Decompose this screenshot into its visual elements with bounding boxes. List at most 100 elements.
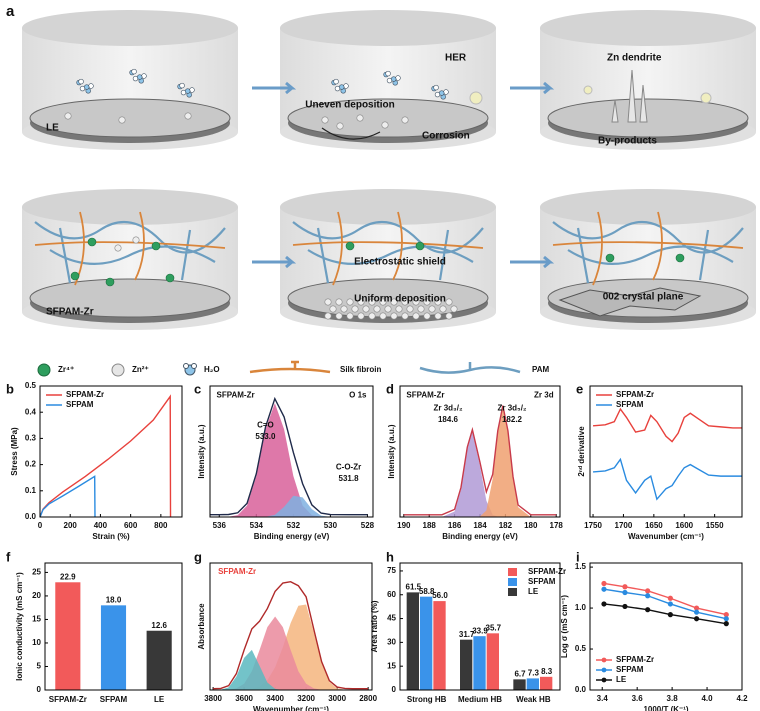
bubble (583, 85, 593, 95)
x-tick-label: 4.2 (736, 694, 748, 703)
peak-area (403, 431, 557, 517)
water (137, 74, 143, 80)
panel-label: a (6, 3, 15, 20)
arrow (510, 255, 555, 269)
x-tick-label: 1650 (645, 521, 663, 530)
marker (693, 605, 700, 611)
value-label: 12.6 (151, 621, 167, 630)
legend-label: H₂O (204, 365, 220, 374)
peak-area (210, 495, 368, 517)
arrow (252, 255, 297, 269)
x-tick-label: 178 (550, 521, 564, 530)
legend-label: SFPAM-Zr (66, 390, 104, 399)
y-axis-title: Intensity (a.u.) (197, 424, 206, 479)
x-tick-label: 1550 (706, 521, 724, 530)
annotation: SFPAM-Zr (218, 567, 256, 576)
zn-ion (324, 312, 332, 320)
y-tick-label: 0.0 (25, 512, 37, 521)
legend-label: SFPAM-Zr (528, 567, 566, 576)
zn-ion (412, 312, 420, 320)
legend-label: Silk fibroin (340, 365, 381, 374)
zn-ion (132, 236, 140, 244)
zn-ion (329, 305, 337, 313)
value-label: 61.5 (406, 582, 422, 591)
legend-marker (601, 677, 607, 683)
bar (420, 596, 433, 690)
peak-area (210, 403, 368, 517)
arrow (510, 81, 555, 95)
marker (693, 616, 700, 622)
x-tick-label: 532 (287, 521, 301, 530)
marker (622, 603, 628, 610)
plot-frame (589, 385, 743, 518)
zn-ion (321, 116, 329, 124)
zr-icon (37, 363, 51, 377)
zn-ion (346, 298, 354, 306)
peak-area (213, 649, 369, 690)
line (39, 475, 96, 518)
x-tick-label: LE (154, 695, 165, 704)
x-tick-label: 534 (250, 521, 264, 530)
x-tick-label: 186 (448, 521, 462, 530)
marker (601, 601, 607, 607)
x-tick-label: 4.0 (701, 694, 713, 703)
label: Zn dendrite (607, 53, 662, 64)
value-label: 8.3 (541, 667, 553, 676)
schematic (22, 10, 756, 330)
zn-ion (64, 112, 72, 120)
zn-ion (368, 298, 376, 306)
curve-arrow (321, 127, 381, 140)
zn-ion (336, 122, 344, 130)
panel-label: e (576, 381, 583, 396)
annotation: Zr 3d₃/₂ (433, 403, 462, 412)
zr-ion (605, 253, 615, 263)
y-tick-label: 1.5 (575, 562, 587, 571)
pam-network (34, 220, 226, 284)
y-tick-label: 0.5 (575, 644, 587, 653)
y-tick-label: 15 (32, 615, 41, 624)
water (391, 76, 397, 82)
x-tick-label: 200 (64, 521, 78, 530)
water (179, 82, 185, 89)
x-tick-label: 3600 (235, 694, 253, 703)
x-axis-title: Wavenumber (cm⁻¹) (628, 532, 704, 541)
cylinder-top (280, 189, 496, 225)
zn-ion (401, 312, 409, 320)
zn-ion (428, 305, 436, 313)
y-axis-title: Stress (MPa) (10, 427, 19, 476)
value-label: 33.9 (472, 626, 488, 635)
line (592, 457, 742, 501)
cylinder-top (540, 10, 756, 46)
crystal-plane (558, 287, 702, 317)
zn-ion (362, 305, 370, 313)
zn-ion (118, 116, 126, 124)
zn-ion (406, 305, 414, 313)
cylinder-top (22, 10, 238, 46)
zn-ion (423, 312, 431, 320)
plot-frame (589, 562, 743, 691)
bar (473, 636, 486, 690)
bar (146, 630, 172, 690)
legend-swatch (508, 588, 517, 596)
label: LE (46, 123, 59, 134)
bar (55, 582, 81, 690)
x-tick-label: 1750 (584, 521, 602, 530)
annotation: 533.0 (255, 432, 276, 441)
zr-ion (87, 237, 97, 247)
water (185, 88, 191, 94)
zn-ion (335, 312, 343, 320)
zn-ion (351, 305, 359, 313)
y-tick-label: 15 (387, 661, 396, 670)
value-label: 18.0 (106, 595, 122, 604)
x-tick-label: 3400 (266, 694, 284, 703)
panel-label: c (194, 381, 201, 396)
zn-ion (439, 305, 447, 313)
zn-ion (445, 312, 453, 320)
x-tick-label: 3000 (328, 694, 346, 703)
panel-label: d (386, 381, 394, 396)
x-tick-label: Weak HB (516, 695, 551, 704)
value-label: 31.7 (459, 630, 475, 639)
panel-label: f (6, 549, 11, 564)
x-tick-label: Medium HB (458, 695, 502, 704)
water (131, 68, 137, 75)
